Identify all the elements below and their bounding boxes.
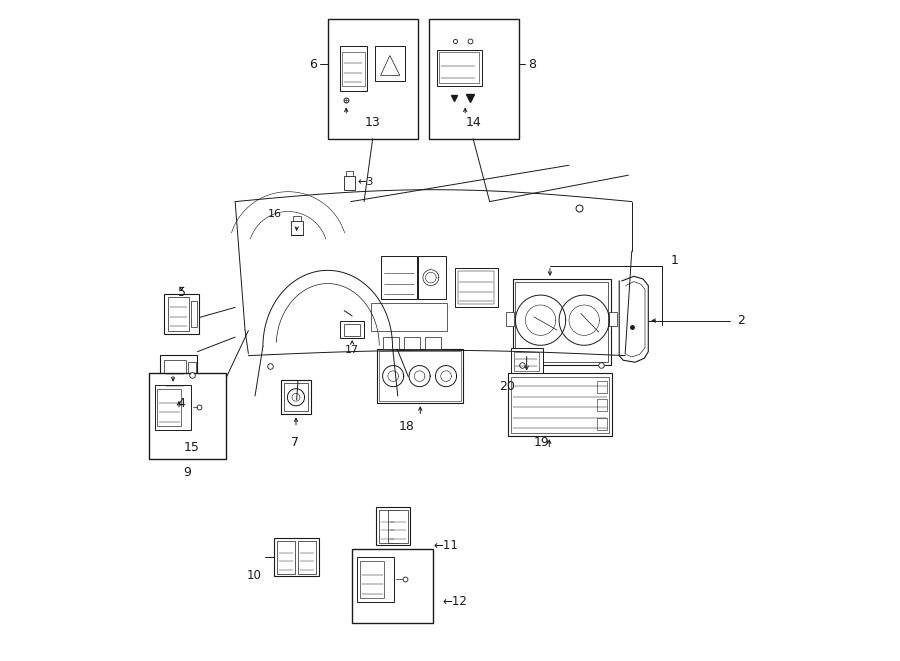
Text: 19: 19 (534, 436, 549, 449)
Bar (598, 399, 607, 411)
Bar (404, 337, 420, 349)
Text: 16: 16 (268, 208, 282, 219)
Text: 1: 1 (670, 254, 679, 267)
Text: 4: 4 (177, 397, 185, 410)
Bar (167, 297, 189, 330)
Bar (458, 271, 494, 304)
Bar (298, 541, 317, 574)
Bar (598, 381, 607, 393)
Bar (381, 256, 417, 299)
Bar (340, 321, 364, 338)
Bar (165, 294, 199, 334)
Text: 5: 5 (177, 286, 185, 299)
Text: 13: 13 (364, 116, 381, 129)
Bar (360, 561, 384, 598)
Bar (277, 541, 295, 574)
Bar (436, 50, 482, 86)
Bar (149, 373, 226, 459)
Bar (516, 282, 608, 362)
Bar (158, 389, 181, 426)
Text: ←3: ←3 (357, 176, 374, 187)
Bar (508, 373, 612, 436)
Text: 18: 18 (399, 420, 415, 433)
Bar (155, 385, 191, 430)
Bar (382, 337, 399, 349)
Bar (513, 279, 610, 365)
Text: 17: 17 (345, 345, 359, 356)
Bar (344, 324, 360, 336)
Bar (377, 349, 464, 403)
Bar (511, 348, 543, 373)
Bar (454, 268, 498, 307)
Text: 6: 6 (310, 58, 317, 71)
Text: 7: 7 (291, 436, 299, 449)
Bar (376, 507, 410, 545)
Bar (506, 311, 514, 326)
Bar (284, 383, 308, 411)
Bar (379, 510, 399, 543)
Bar (291, 221, 302, 235)
Bar (328, 19, 418, 139)
Bar (439, 52, 479, 83)
Text: ←11: ←11 (434, 539, 458, 552)
Text: 10: 10 (247, 568, 262, 582)
Text: 20: 20 (499, 380, 515, 393)
Bar (346, 171, 354, 176)
Bar (352, 549, 433, 623)
Bar (274, 538, 320, 576)
Bar (511, 377, 608, 433)
Bar (281, 380, 311, 414)
Bar (609, 311, 617, 326)
Bar (188, 362, 195, 391)
Text: 15: 15 (184, 441, 200, 454)
Bar (425, 337, 441, 349)
Text: ←12: ←12 (442, 595, 467, 608)
Bar (514, 352, 539, 371)
Bar (598, 418, 607, 430)
Bar (342, 52, 364, 86)
Bar (344, 176, 355, 190)
Bar (428, 19, 518, 139)
Bar (160, 355, 197, 398)
Bar (191, 301, 197, 327)
Bar (164, 360, 186, 393)
Bar (371, 303, 446, 330)
Bar (388, 510, 408, 543)
Text: 9: 9 (184, 466, 192, 479)
Text: 8: 8 (528, 58, 536, 71)
Bar (418, 256, 446, 299)
Bar (339, 46, 367, 91)
Bar (292, 216, 301, 221)
Bar (379, 351, 461, 401)
Text: 14: 14 (466, 116, 482, 129)
Text: 2: 2 (737, 314, 745, 327)
Bar (357, 557, 394, 602)
